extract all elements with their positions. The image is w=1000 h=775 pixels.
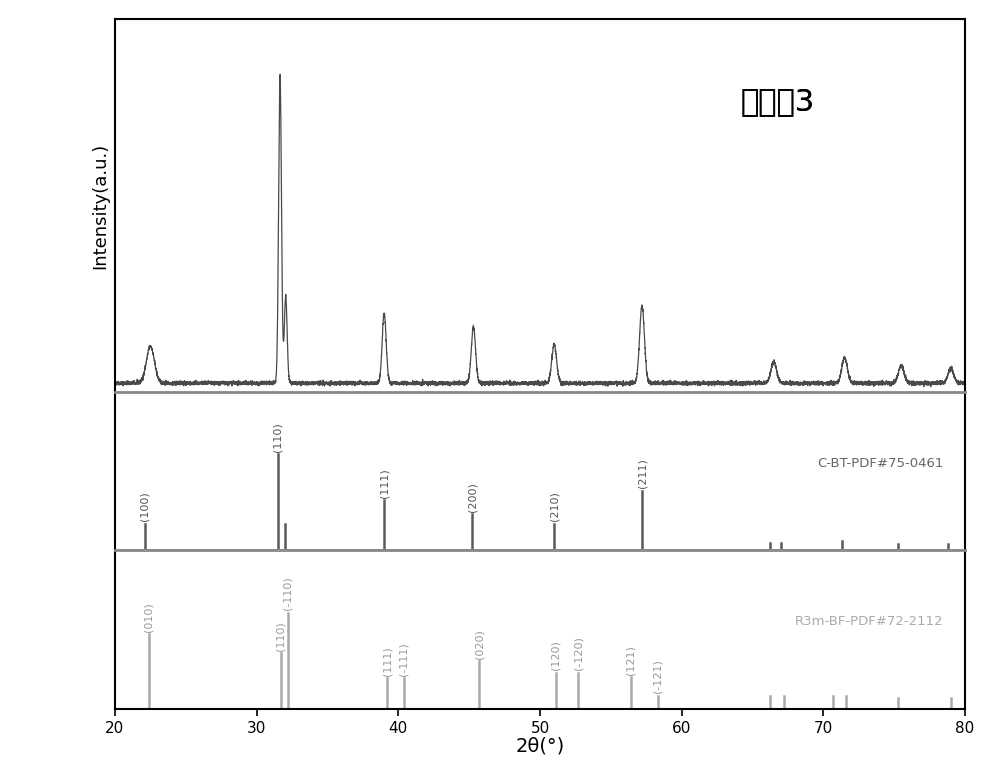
Text: (020): (020) (474, 629, 484, 659)
Y-axis label: Intensity(a.u.): Intensity(a.u.) (91, 143, 109, 269)
Text: 2θ(°): 2θ(°) (515, 736, 565, 756)
Text: (010): (010) (144, 602, 154, 632)
Text: (121): (121) (626, 645, 636, 675)
Text: (-121): (-121) (653, 660, 663, 694)
Text: (210): (210) (549, 491, 559, 521)
Text: (100): (100) (140, 491, 150, 521)
Text: (111): (111) (379, 468, 389, 498)
Text: 实施例3: 实施例3 (741, 87, 815, 115)
Text: (111): (111) (382, 646, 392, 676)
Text: (-111): (-111) (399, 642, 409, 676)
Text: (211): (211) (637, 459, 647, 488)
Text: C-BT-PDF#75-0461: C-BT-PDF#75-0461 (817, 456, 944, 470)
Text: R3m-BF-PDF#72-2112: R3m-BF-PDF#72-2112 (795, 615, 944, 629)
Text: (110): (110) (276, 621, 286, 651)
Text: (120): (120) (551, 640, 561, 670)
Text: (200): (200) (467, 481, 477, 512)
Text: 实施例3: 实施例3 (741, 87, 815, 115)
Text: (-120): (-120) (573, 636, 583, 670)
Text: (110): (110) (273, 422, 283, 452)
Text: (-110): (-110) (283, 577, 293, 611)
